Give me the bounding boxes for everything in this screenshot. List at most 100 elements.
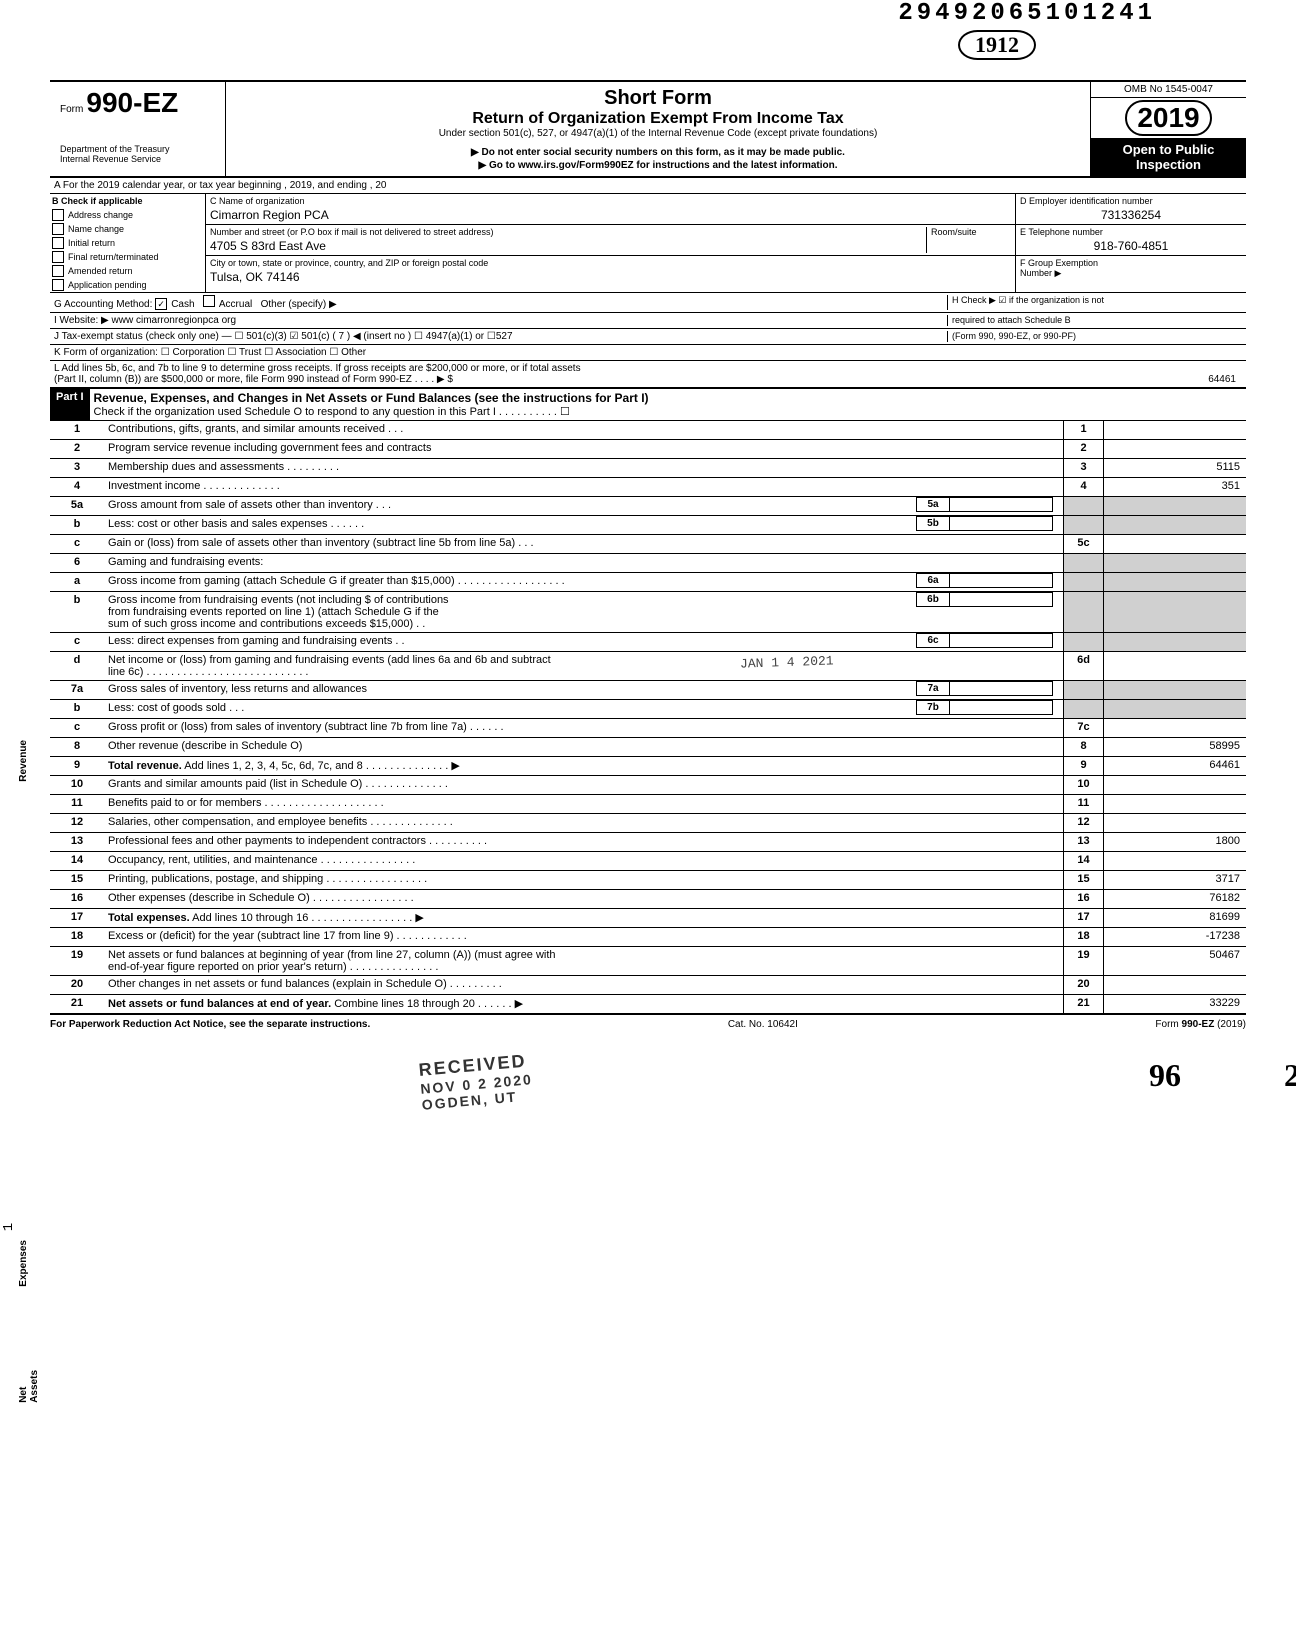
line-text: Less: direct expenses from gaming and fu…: [104, 633, 1063, 651]
line-3: 3Membership dues and assessments . . . .…: [50, 459, 1246, 478]
line-num: b: [50, 700, 104, 718]
inner-box-val[interactable]: [950, 517, 1052, 530]
line-box-val-shaded: [1104, 592, 1246, 632]
footer-mid: Cat. No. 10642I: [728, 1019, 798, 1030]
cb-initial-label: Initial return: [68, 238, 115, 248]
cb-cash[interactable]: ✓: [155, 298, 167, 310]
cb-name[interactable]: [52, 223, 64, 235]
line-box-num: 4: [1063, 478, 1104, 496]
row-k: K Form of organization: ☐ Corporation ☐ …: [50, 345, 1246, 361]
line-num: 20: [50, 976, 104, 994]
line-box-val[interactable]: [1104, 976, 1246, 994]
line-num: 14: [50, 852, 104, 870]
street-val: 4705 S 83rd East Ave: [210, 239, 926, 253]
line-num: 19: [50, 947, 104, 975]
open-public-1: Open to Public: [1095, 142, 1242, 157]
line-box-val[interactable]: 64461: [1104, 757, 1246, 775]
line-box-num: 21: [1063, 995, 1104, 1013]
inner-box-val[interactable]: [950, 682, 1052, 695]
line-text: Benefits paid to or for members . . . . …: [104, 795, 1063, 813]
row-h: H Check ▶ ☑ if the organization is not: [952, 295, 1242, 306]
line-6: 6Gaming and fundraising events:: [50, 554, 1246, 573]
hand-bottom: 96: [1149, 1057, 1181, 1094]
inner-box-val[interactable]: [950, 634, 1052, 647]
line-box-val[interactable]: 5115: [1104, 459, 1246, 477]
line-text: Grants and similar amounts paid (list in…: [104, 776, 1063, 794]
line-5a: 5aGross amount from sale of assets other…: [50, 497, 1246, 516]
form-header: Form 990-EZ Department of the Treasury I…: [50, 80, 1246, 178]
line-num: 21: [50, 995, 104, 1013]
line-box-num: 13: [1063, 833, 1104, 851]
line-box-val-shaded: [1104, 554, 1246, 572]
line-box-val-shaded: [1104, 573, 1246, 591]
line-box-num-shaded: [1063, 633, 1104, 651]
row-i-label: I Website: ▶: [54, 315, 109, 326]
line-box-num: 6d: [1063, 652, 1104, 680]
inner-box-val[interactable]: [950, 593, 1052, 606]
line-5b: bLess: cost or other basis and sales exp…: [50, 516, 1246, 535]
line-box-val[interactable]: [1104, 814, 1246, 832]
line-1: 1Contributions, gifts, grants, and simil…: [50, 421, 1246, 440]
e-label: E Telephone number: [1020, 227, 1242, 237]
line-box-val[interactable]: 3717: [1104, 871, 1246, 889]
org-name: Cimarron Region PCA: [210, 208, 1011, 222]
line-box-val[interactable]: 81699: [1104, 909, 1246, 927]
line-box-num-shaded: [1063, 516, 1104, 534]
cb-initial[interactable]: [52, 237, 64, 249]
line-num: 16: [50, 890, 104, 908]
line-text: Other expenses (describe in Schedule O) …: [104, 890, 1063, 908]
line-text: Gross income from fundraising events (no…: [104, 592, 1063, 632]
line-7b: bLess: cost of goods sold . . .7b: [50, 700, 1246, 719]
line-box-val[interactable]: 58995: [1104, 738, 1246, 756]
line-num: c: [50, 719, 104, 737]
row-h2: required to attach Schedule B: [952, 315, 1242, 325]
line-box-val[interactable]: 351: [1104, 478, 1246, 496]
cb-final[interactable]: [52, 251, 64, 263]
line-num: c: [50, 535, 104, 553]
line-box-val[interactable]: 1800: [1104, 833, 1246, 851]
line-num: 2: [50, 440, 104, 458]
line-num: 8: [50, 738, 104, 756]
line-box-val[interactable]: -17238: [1104, 928, 1246, 946]
line-box-val[interactable]: 33229: [1104, 995, 1246, 1013]
line-15: 15Printing, publications, postage, and s…: [50, 871, 1246, 890]
line-box-val[interactable]: [1104, 652, 1246, 680]
cb-amended[interactable]: [52, 265, 64, 277]
cb-pending[interactable]: [52, 279, 64, 291]
inner-box-val[interactable]: [950, 498, 1052, 511]
line-box-num: 14: [1063, 852, 1104, 870]
phone-val: 918-760-4851: [1020, 239, 1242, 253]
line-box-val[interactable]: [1104, 440, 1246, 458]
line-box-val[interactable]: 76182: [1104, 890, 1246, 908]
line-box-val[interactable]: [1104, 776, 1246, 794]
cb-final-label: Final return/terminated: [68, 252, 159, 262]
line-text: Net assets or fund balances at beginning…: [104, 947, 1063, 975]
cb-accrual[interactable]: [203, 295, 215, 307]
line-14: 14Occupancy, rent, utilities, and mainte…: [50, 852, 1246, 871]
cb-address-label: Address change: [68, 210, 133, 220]
line-text: Salaries, other compensation, and employ…: [104, 814, 1063, 832]
inner-box-val[interactable]: [950, 701, 1052, 714]
line-box-val[interactable]: 50467: [1104, 947, 1246, 975]
line-box-val[interactable]: [1104, 795, 1246, 813]
line-7c: cGross profit or (loss) from sales of in…: [50, 719, 1246, 738]
street-label: Number and street (or P.O box if mail is…: [210, 227, 926, 237]
line-box-val[interactable]: [1104, 535, 1246, 553]
line-6a: aGross income from gaming (attach Schedu…: [50, 573, 1246, 592]
line-box-val[interactable]: [1104, 421, 1246, 439]
line-10: 10Grants and similar amounts paid (list …: [50, 776, 1246, 795]
inner-box-num: 7a: [917, 682, 950, 695]
line-text: Program service revenue including govern…: [104, 440, 1063, 458]
inner-box-val[interactable]: [950, 574, 1052, 587]
line-box-num-shaded: [1063, 700, 1104, 718]
line-box-val[interactable]: [1104, 852, 1246, 870]
part1-check: Check if the organization used Schedule …: [94, 405, 1242, 418]
received-stamp: RECEIVED NOV 0 2 2020 OGDEN, UT: [418, 1050, 535, 1113]
cb-address[interactable]: [52, 209, 64, 221]
row-l: L Add lines 5b, 6c, and 7b to line 9 to …: [54, 363, 1242, 374]
line-text: Less: cost or other basis and sales expe…: [104, 516, 1063, 534]
line-box-val[interactable]: [1104, 719, 1246, 737]
line-6c: cLess: direct expenses from gaming and f…: [50, 633, 1246, 652]
scanned-stamp: SCANNED FEB 2 2 2021: [0, 700, 1, 928]
col-b-header: B Check if applicable: [50, 194, 205, 208]
